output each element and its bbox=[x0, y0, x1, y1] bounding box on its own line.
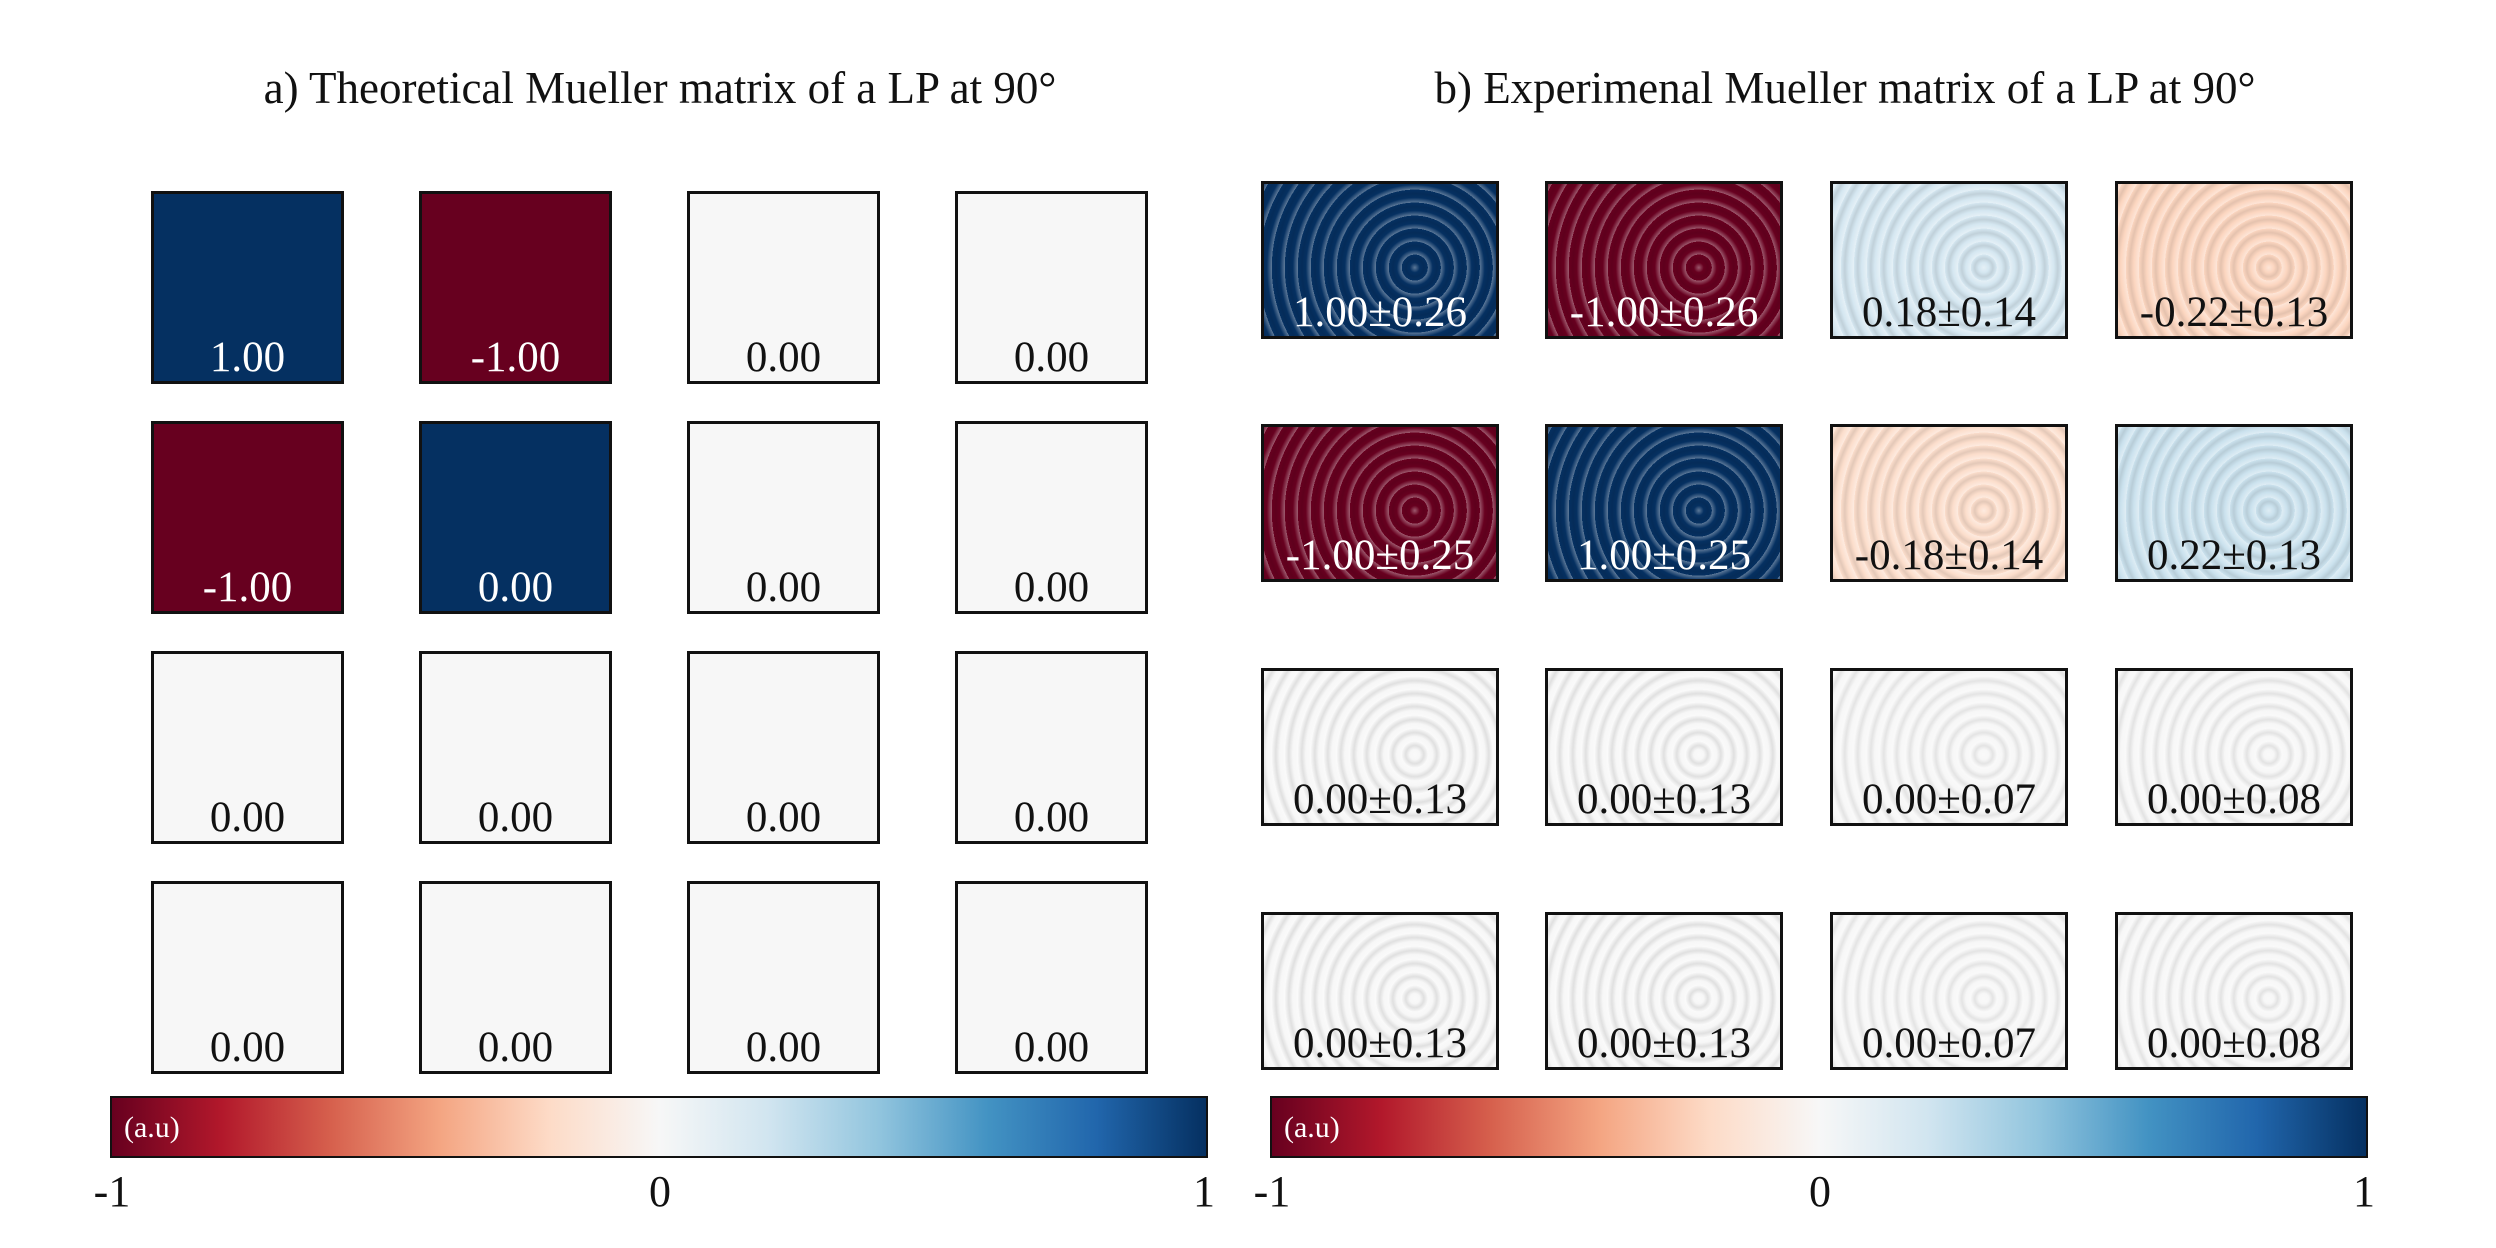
experimental-cell-r2c1: -1.00±0.25 bbox=[1261, 424, 1499, 582]
theoretical-cell-value: 0.00 bbox=[209, 794, 286, 841]
experimental-cell-r3c1: 0.00±0.13 bbox=[1261, 668, 1499, 826]
experimental-cell-r4c3: 0.00±0.07 bbox=[1830, 912, 2068, 1070]
experimental-cell-texture bbox=[1264, 671, 1496, 823]
theoretical-cell-r2c1: -1.00 bbox=[151, 421, 344, 614]
theoretical-cell-value: 0.00 bbox=[745, 1024, 822, 1071]
colorbar-unit-label: (a.u) bbox=[1284, 1111, 1340, 1144]
theoretical-cell-r3c3: 0.00 bbox=[687, 651, 880, 844]
theoretical-cell-value: 0.00 bbox=[1013, 1024, 1090, 1071]
theoretical-cell-value: 0.00 bbox=[209, 1024, 286, 1071]
experimental-cell-r4c4: 0.00±0.08 bbox=[2115, 912, 2353, 1070]
experimental-cell-value: -0.18±0.14 bbox=[1854, 532, 2044, 579]
experimental-cell-r3c3: 0.00±0.07 bbox=[1830, 668, 2068, 826]
theoretical-cell-r2c4: 0.00 bbox=[955, 421, 1148, 614]
theoretical-cell-r4c4: 0.00 bbox=[955, 881, 1148, 1074]
experimental-cell-r4c2: 0.00±0.13 bbox=[1545, 912, 1783, 1070]
theoretical-cell-r4c2: 0.00 bbox=[419, 881, 612, 1074]
theoretical-cell-r1c3: 0.00 bbox=[687, 191, 880, 384]
experimental-cell-texture bbox=[1548, 184, 1780, 336]
experimental-cell-r1c3: 0.18±0.14 bbox=[1830, 181, 2068, 339]
theoretical-cell-value: 0.00 bbox=[477, 794, 554, 841]
theoretical-cell-r1c2: -1.00 bbox=[419, 191, 612, 384]
theoretical-cell-r4c1: 0.00 bbox=[151, 881, 344, 1074]
theoretical-cell-r2c2: 0.00 bbox=[419, 421, 612, 614]
theoretical-cell-value: 0.00 bbox=[1013, 334, 1090, 381]
colorbar-tick-max: 1 bbox=[2353, 1167, 2375, 1216]
experimental-cell-value: -1.00±0.25 bbox=[1285, 532, 1475, 579]
theoretical-cell-value: 0.00 bbox=[1013, 794, 1090, 841]
experimental-cell-value: 0.00±0.13 bbox=[1292, 776, 1468, 823]
theoretical-cell-value: 1.00 bbox=[209, 334, 286, 381]
experimental-cell-texture bbox=[1548, 427, 1780, 579]
theoretical-cell-value: 0.00 bbox=[1013, 564, 1090, 611]
experimental-cell-texture bbox=[1264, 184, 1496, 336]
theoretical-cell-value: 0.00 bbox=[477, 1024, 554, 1071]
experimental-cell-texture bbox=[2118, 427, 2350, 579]
theoretical-cell-r1c4: 0.00 bbox=[955, 191, 1148, 384]
theoretical-colorbar: (a.u) bbox=[110, 1096, 1208, 1158]
experimental-cell-texture bbox=[2118, 184, 2350, 336]
colorbar-tick-min: -1 bbox=[93, 1167, 131, 1216]
theoretical-cell-value: -1.00 bbox=[202, 564, 293, 611]
experimental-cell-value: 0.18±0.14 bbox=[1861, 289, 2037, 336]
experimental-cell-texture bbox=[1833, 671, 2065, 823]
experimental-cell-texture bbox=[1264, 915, 1496, 1067]
experimental-cell-texture bbox=[1833, 184, 2065, 336]
experimental-cell-texture bbox=[1833, 427, 2065, 579]
experimental-cell-value: 0.00±0.13 bbox=[1576, 1020, 1752, 1067]
theoretical-cell-value: 0.00 bbox=[745, 564, 822, 611]
experimental-cell-r4c1: 0.00±0.13 bbox=[1261, 912, 1499, 1070]
experimental-colorbar: (a.u) bbox=[1270, 1096, 2368, 1158]
experimental-cell-r1c1: 1.00±0.26 bbox=[1261, 181, 1499, 339]
experimental-cell-r3c2: 0.00±0.13 bbox=[1545, 668, 1783, 826]
experimental-cell-r2c2: 1.00±0.25 bbox=[1545, 424, 1783, 582]
theoretical-cell-r3c1: 0.00 bbox=[151, 651, 344, 844]
experimental-cell-r1c2: -1.00±0.26 bbox=[1545, 181, 1783, 339]
colorbar-tick-zero: 0 bbox=[1809, 1167, 1831, 1216]
experimental-cell-value: -0.22±0.13 bbox=[2139, 289, 2329, 336]
theoretical-cell-r2c3: 0.00 bbox=[687, 421, 880, 614]
experimental-cell-value: 0.00±0.07 bbox=[1861, 776, 2037, 823]
colorbar-tick-zero: 0 bbox=[649, 1167, 671, 1216]
experimental-cell-r3c4: 0.00±0.08 bbox=[2115, 668, 2353, 826]
experimental-cell-value: 1.00±0.26 bbox=[1292, 289, 1468, 336]
experimental-cell-texture bbox=[1833, 915, 2065, 1067]
experimental-cell-texture bbox=[2118, 915, 2350, 1067]
theoretical-panel-title: a) Theoretical Mueller matrix of a LP at… bbox=[263, 63, 1057, 113]
experimental-cell-r2c4: 0.22±0.13 bbox=[2115, 424, 2353, 582]
experimental-cell-value: 0.00±0.08 bbox=[2146, 776, 2322, 823]
experimental-cell-r2c3: -0.18±0.14 bbox=[1830, 424, 2068, 582]
theoretical-cell-value: -1.00 bbox=[470, 334, 561, 381]
colorbar-unit-label: (a.u) bbox=[124, 1111, 180, 1144]
theoretical-cell-r3c4: 0.00 bbox=[955, 651, 1148, 844]
theoretical-cell-r1c1: 1.00 bbox=[151, 191, 344, 384]
experimental-cell-texture bbox=[1548, 915, 1780, 1067]
colorbar-tick-max: 1 bbox=[1193, 1167, 1215, 1216]
experimental-cell-texture bbox=[1548, 671, 1780, 823]
experimental-cell-value: -1.00±0.26 bbox=[1569, 289, 1759, 336]
experimental-cell-value: 0.00±0.08 bbox=[2146, 1020, 2322, 1067]
theoretical-cell-value: 0.00 bbox=[477, 564, 554, 611]
experimental-cell-texture bbox=[2118, 671, 2350, 823]
experimental-cell-value: 0.00±0.13 bbox=[1292, 1020, 1468, 1067]
experimental-cell-value: 0.00±0.13 bbox=[1576, 776, 1752, 823]
experimental-cell-r1c4: -0.22±0.13 bbox=[2115, 181, 2353, 339]
experimental-cell-value: 0.00±0.07 bbox=[1861, 1020, 2037, 1067]
experimental-panel-title: b) Experimenal Mueller matrix of a LP at… bbox=[1434, 63, 2256, 113]
theoretical-cell-r3c2: 0.00 bbox=[419, 651, 612, 844]
experimental-cell-value: 1.00±0.25 bbox=[1576, 532, 1752, 579]
theoretical-cell-r4c3: 0.00 bbox=[687, 881, 880, 1074]
theoretical-cell-value: 0.00 bbox=[745, 334, 822, 381]
experimental-cell-texture bbox=[1264, 427, 1496, 579]
theoretical-cell-value: 0.00 bbox=[745, 794, 822, 841]
colorbar-tick-min: -1 bbox=[1253, 1167, 1291, 1216]
experimental-cell-value: 0.22±0.13 bbox=[2146, 532, 2322, 579]
